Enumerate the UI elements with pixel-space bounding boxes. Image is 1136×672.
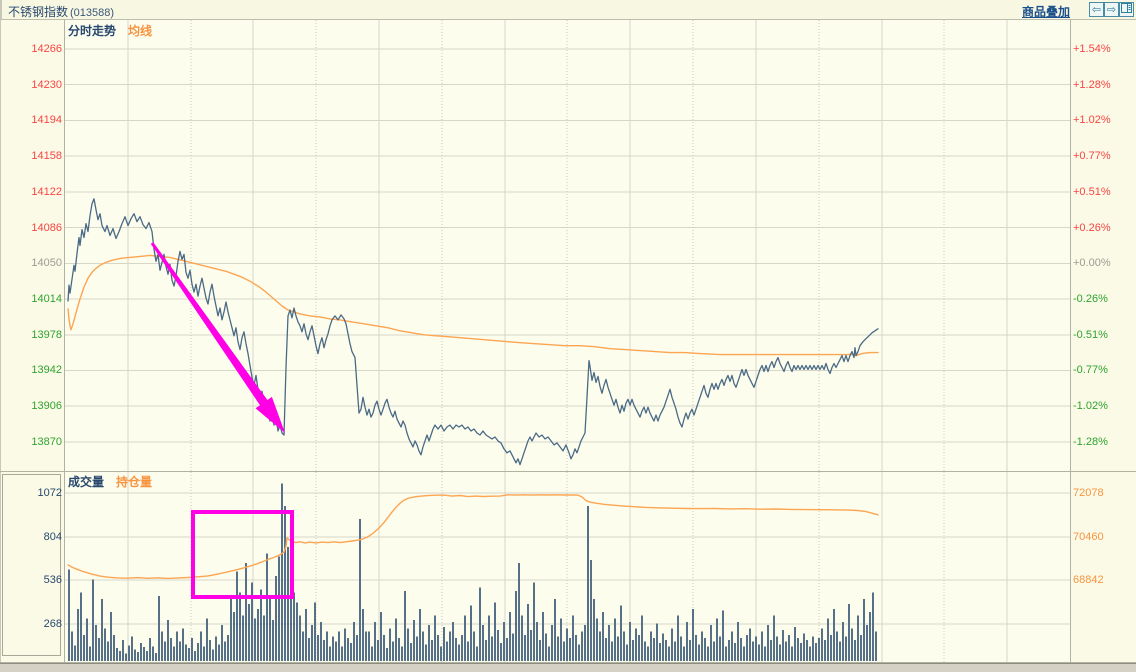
- intraday-price-chart[interactable]: [65, 20, 1070, 472]
- toolbar-buttons: ⇦ ⇨: [1089, 2, 1134, 17]
- percent-axis-label: -1.28%: [1073, 435, 1108, 448]
- percent-axis-label: +1.28%: [1073, 78, 1111, 91]
- plot-bottom-border: [0, 662, 1136, 663]
- price-axis-label: 13978: [31, 328, 62, 341]
- percent-axis-label: +0.26%: [1073, 221, 1111, 234]
- price-axis-label: 13906: [31, 400, 62, 413]
- volume-axis-panel: [2, 474, 61, 656]
- price-axis-label: 14014: [31, 293, 62, 306]
- highlight-rect-annotation: [191, 510, 294, 599]
- window-left-border: [0, 20, 1, 671]
- layout-button[interactable]: [1119, 2, 1134, 17]
- price-axis-label: 14050: [31, 257, 62, 270]
- percent-axis-label: +0.00%: [1073, 257, 1111, 270]
- top-bar: 不锈钢指数 (013588) 商品叠加 ⇦ ⇨: [0, 0, 1136, 20]
- percent-axis-label: +1.02%: [1073, 114, 1111, 127]
- price-axis-label: 13942: [31, 364, 62, 377]
- price-axis-label: 14194: [31, 114, 62, 127]
- price-axis-label: 14158: [31, 150, 62, 163]
- open-interest-axis-label: 70460: [1073, 530, 1104, 543]
- percent-axis-label: +1.54%: [1073, 43, 1111, 55]
- plot-right-border: [1070, 20, 1071, 663]
- percent-axis-label: -0.51%: [1073, 328, 1108, 341]
- right-arrow-icon: ⇨: [1106, 3, 1117, 16]
- price-axis-label: 14230: [31, 78, 62, 91]
- price-axis-label: 13870: [31, 435, 62, 448]
- bottom-window-edge: [0, 663, 1136, 672]
- open-interest-axis-label: 72078: [1073, 487, 1104, 499]
- instrument-code: (013588): [70, 7, 115, 19]
- percent-axis-label: -1.02%: [1073, 400, 1108, 413]
- left-arrow-icon: ⇦: [1091, 3, 1102, 16]
- split-window-icon: [1121, 3, 1132, 13]
- price-axis-label: 14266: [31, 43, 62, 55]
- panel-separator: [0, 471, 1136, 472]
- prev-chart-button[interactable]: ⇦: [1089, 2, 1104, 17]
- percent-axis-label: +0.51%: [1073, 185, 1111, 198]
- open-interest-axis-label: 68842: [1073, 574, 1104, 587]
- price-axis-label: 14086: [31, 221, 62, 234]
- down-arrow-annotation: [150, 242, 285, 433]
- price-axis-label: 14122: [31, 185, 62, 198]
- percent-axis-label: +0.77%: [1073, 150, 1111, 163]
- instrument-title: 不锈钢指数 (013588): [8, 3, 114, 20]
- percent-axis-label: -0.77%: [1073, 364, 1108, 377]
- instrument-name: 不锈钢指数: [8, 5, 69, 19]
- plot-left-border: [64, 20, 65, 663]
- percent-axis-label: -0.26%: [1073, 293, 1108, 306]
- next-chart-button[interactable]: ⇨: [1104, 2, 1119, 17]
- volume-open-interest-chart[interactable]: [65, 472, 1070, 662]
- commodity-overlay-link[interactable]: 商品叠加: [1021, 5, 1070, 19]
